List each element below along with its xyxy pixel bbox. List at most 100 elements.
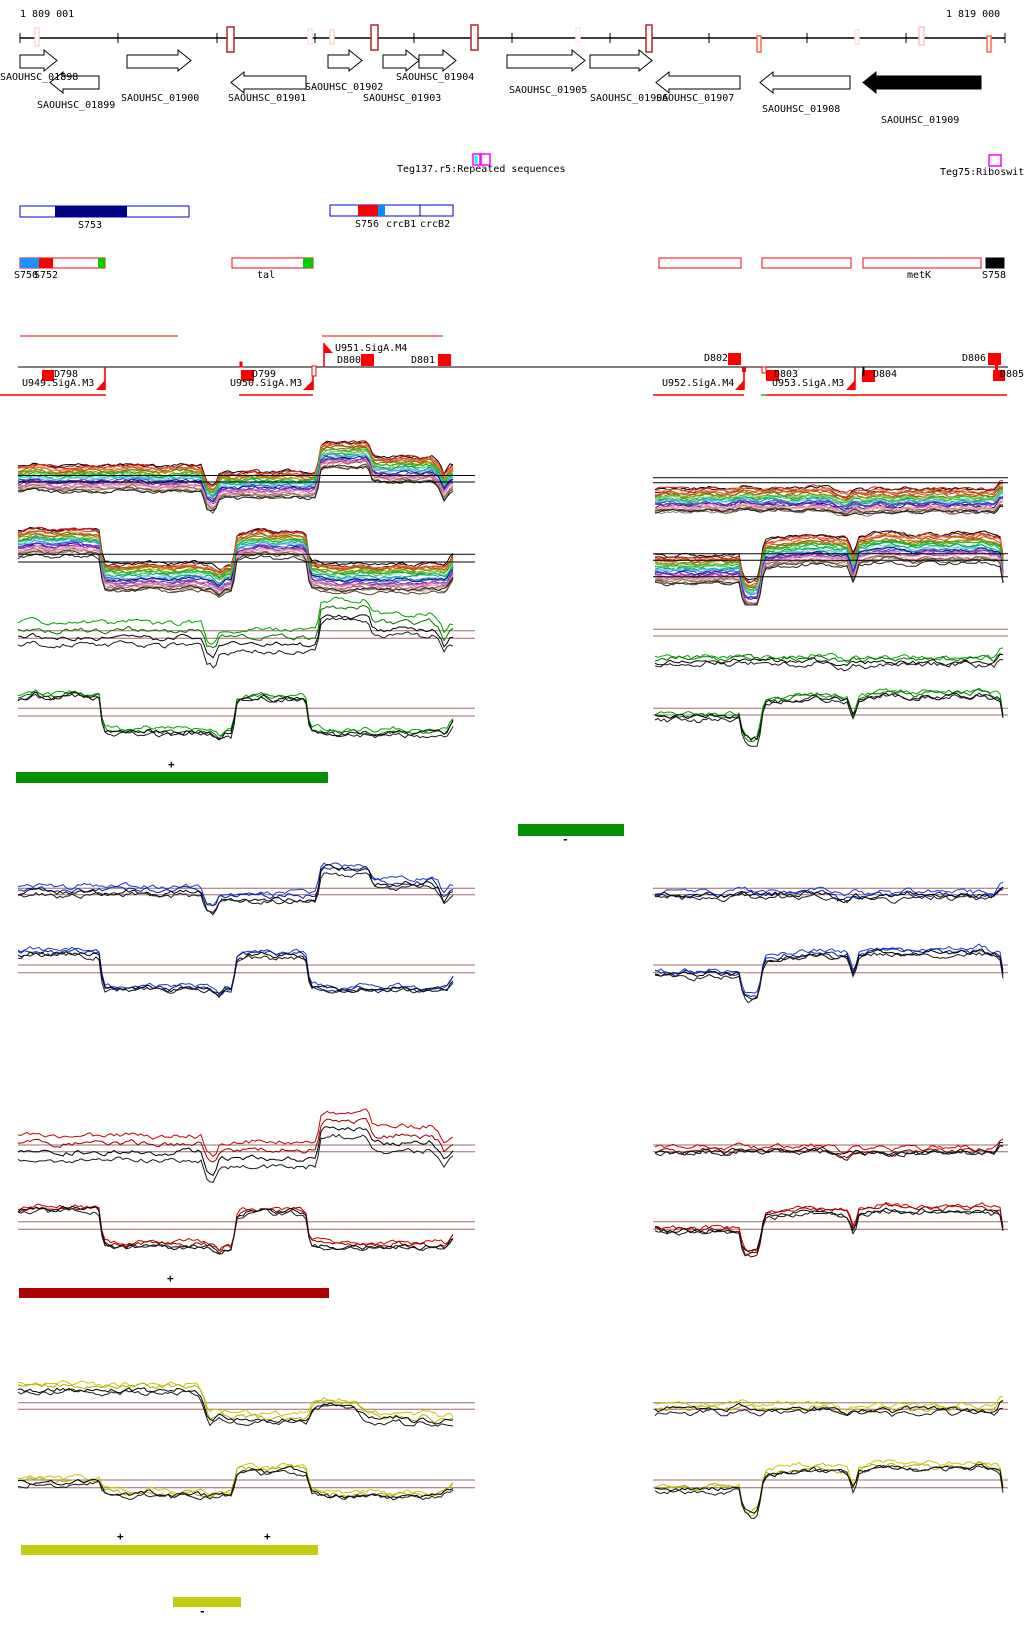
gene-arrow-SAOUHSC_01909[interactable]	[862, 70, 982, 95]
tss-flag-U951[interactable]	[324, 343, 333, 353]
strand-bar-yellow-plus	[21, 1545, 318, 1555]
ruler-variant-marker[interactable]	[854, 29, 860, 45]
ruler-variant-marker[interactable]	[307, 28, 313, 45]
ruler-variant-marker[interactable]	[470, 24, 479, 51]
segment-fill	[55, 206, 127, 217]
expression-trace	[17, 614, 454, 659]
expression-trace	[654, 889, 1004, 904]
expression-trace	[654, 486, 1004, 500]
ruler-variant-marker[interactable]	[34, 27, 40, 47]
tss-marker-D806[interactable]	[988, 353, 1001, 365]
segment-S758[interactable]	[985, 257, 1005, 269]
repeat-feature-stripe	[474, 155, 478, 164]
ruler-variant-marker[interactable]	[226, 26, 235, 53]
expression-trace	[654, 1144, 1004, 1159]
gene-arrow-SAOUHSC_01901[interactable]	[230, 70, 307, 95]
gene-arrow-SAOUHSC_01902[interactable]	[327, 48, 363, 73]
gene-arrow-SAOUHSC_01903[interactable]	[382, 48, 420, 73]
gene-arrow-SAOUHSC_01900[interactable]	[126, 48, 192, 73]
expression-trace	[17, 1126, 454, 1176]
segment-seg-r1[interactable]	[658, 257, 742, 269]
ruler-variant-marker[interactable]	[370, 24, 379, 51]
ruler-variant-marker[interactable]	[756, 35, 762, 53]
ruler-variant-marker[interactable]	[329, 29, 335, 45]
repeat-feature-box[interactable]	[988, 154, 1002, 167]
expression-trace	[17, 456, 454, 500]
expression-trace	[17, 457, 454, 502]
expression-trace	[654, 534, 1004, 587]
tss-flag-U949[interactable]	[96, 380, 105, 390]
repeat-feature-box[interactable]	[480, 153, 491, 166]
expression-trace	[654, 501, 1004, 514]
tss-flag-U950[interactable]	[303, 380, 313, 390]
expression-trace	[654, 1464, 1004, 1520]
expression-trace	[17, 446, 454, 490]
expression-trace	[17, 604, 454, 649]
tss-marker-D800[interactable]	[361, 354, 374, 366]
expression-trace	[654, 886, 1004, 904]
tss-flag-U953[interactable]	[846, 380, 855, 390]
segment-metK[interactable]	[862, 257, 982, 269]
gene-arrow-SAOUHSC_01907[interactable]	[655, 70, 741, 95]
expression-trace	[654, 489, 1004, 504]
expression-trace	[17, 1465, 454, 1498]
expression-trace	[17, 596, 454, 645]
tss-marker-D798[interactable]	[42, 370, 54, 381]
gene-arrow-SAOUHSC_01899[interactable]	[49, 70, 100, 95]
expression-trace	[17, 1387, 454, 1425]
expression-trace	[654, 1461, 1004, 1515]
expression-trace	[17, 862, 454, 907]
expression-trace	[654, 1407, 1004, 1417]
tss-marker-D802[interactable]	[728, 353, 741, 365]
expression-trace	[17, 1207, 454, 1255]
expression-trace	[654, 687, 1004, 743]
tss-marker-D804[interactable]	[862, 370, 875, 382]
expression-trace	[17, 1469, 454, 1501]
strand-bar-green-minus	[518, 824, 624, 836]
expression-trace	[17, 1108, 454, 1158]
expression-trace	[17, 950, 454, 999]
strand-bar-red-plus	[19, 1288, 329, 1298]
gene-arrow-SAOUHSC_01898[interactable]	[19, 48, 58, 73]
expression-trace	[17, 951, 454, 994]
expression-trace	[655, 505, 1004, 517]
expression-trace	[17, 864, 454, 916]
tss-marker-D799[interactable]	[241, 370, 254, 381]
tss-flag-U952[interactable]	[735, 380, 744, 390]
ruler-variant-marker[interactable]	[645, 24, 653, 53]
segment-S756[interactable]	[329, 204, 454, 217]
tss-marker-D803[interactable]	[766, 370, 779, 381]
gene-arrow-SAOUHSC_01905[interactable]	[506, 48, 586, 73]
expression-trace	[654, 490, 1004, 503]
strand-bar-green-plus	[16, 772, 328, 783]
expression-trace	[17, 444, 454, 494]
segment-fill	[378, 205, 385, 216]
expression-trace	[17, 872, 454, 913]
segment-fill	[98, 258, 105, 268]
expression-trace	[654, 659, 1003, 672]
expression-trace	[17, 1381, 454, 1424]
ruler-variant-marker[interactable]	[918, 26, 925, 46]
expression-trace	[654, 948, 1004, 1000]
gene-arrow-SAOUHSC_01904[interactable]	[418, 48, 457, 73]
expression-trace	[654, 480, 1004, 493]
gene-arrow-SAOUHSC_01908[interactable]	[759, 70, 851, 95]
tss-marker-D805[interactable]	[993, 370, 1005, 381]
ruler-variant-marker[interactable]	[575, 27, 581, 43]
expression-trace	[654, 556, 1004, 606]
expression-trace	[654, 692, 1004, 747]
expression-trace	[654, 550, 1004, 606]
ruler-variant-marker[interactable]	[986, 35, 992, 53]
expression-trace	[17, 553, 454, 597]
segment-seg-r2[interactable]	[761, 257, 852, 269]
segment-tal[interactable]	[231, 257, 314, 269]
tss-tick	[239, 361, 243, 368]
expression-trace	[654, 545, 1004, 595]
tss-marker-stem	[995, 365, 998, 373]
expression-trace	[654, 653, 1004, 663]
expression-trace	[654, 647, 1004, 663]
tss-marker-D801[interactable]	[438, 354, 451, 366]
expression-trace	[654, 488, 1004, 503]
expression-trace	[654, 886, 1004, 901]
gene-arrow-SAOUHSC_01906[interactable]	[589, 48, 653, 73]
